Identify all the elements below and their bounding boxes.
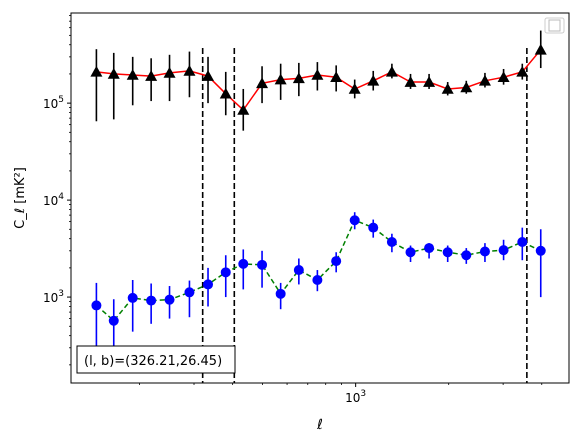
series-2-point [461, 250, 472, 261]
legend-box [544, 17, 565, 34]
series-1-point [256, 77, 269, 89]
y-tick-label: 104 [43, 192, 64, 208]
series-1-point [404, 76, 417, 87]
series-2-point [349, 215, 360, 226]
series-2-point [535, 245, 546, 256]
series-2-point [331, 256, 342, 267]
series-1-point [219, 87, 232, 99]
y-tick-label-exponent: 5 [58, 95, 64, 105]
x-tick-label-base: 10 [345, 391, 360, 405]
series-2-point [108, 315, 119, 326]
x-tick-label: 103 [345, 389, 366, 405]
plot-frame [70, 12, 570, 384]
series-1-point [237, 103, 250, 115]
x-axis: 103 [139, 383, 543, 405]
legend-handle [548, 19, 561, 32]
series-2-point [405, 247, 416, 258]
series-2-point [164, 294, 175, 305]
series-2-point [368, 222, 379, 233]
series-2-point [220, 267, 231, 278]
series-2-point [424, 243, 435, 254]
series-1-point [292, 72, 305, 84]
series-1-point [478, 74, 491, 86]
series-1-point [163, 66, 176, 78]
series-2-point [386, 236, 397, 247]
series-1-point [423, 76, 436, 87]
series-1-point [274, 73, 287, 85]
series-2-point [442, 247, 453, 258]
y-tick-label-exponent: 3 [58, 289, 64, 299]
series-1-point [126, 69, 139, 80]
series-2-point [203, 279, 214, 290]
series-2-point [479, 246, 490, 257]
series-2-point [184, 287, 195, 298]
series-1-point [441, 82, 454, 94]
series-2-point [312, 274, 323, 285]
series-layer [90, 30, 547, 361]
y-tick-label: 103 [43, 289, 64, 305]
y-tick-label-exponent: 4 [58, 192, 64, 202]
series-1-point [534, 43, 547, 55]
series-2-point [293, 265, 304, 276]
y-axis-label: C_ℓ [mK²] [13, 167, 28, 229]
series-1-point [367, 74, 380, 86]
series-2-point [498, 245, 509, 256]
series-2-point [146, 295, 157, 306]
annotation-text: (l, b)=(326.21,26.45) [84, 354, 222, 369]
series-1-point [311, 69, 324, 80]
series-2-point [91, 300, 102, 311]
series-1-point [460, 81, 473, 93]
series-2-point [127, 292, 138, 303]
series-1-point [348, 82, 361, 94]
reference-lines [201, 48, 528, 383]
series-2-point [238, 258, 249, 269]
x-tick-label-exponent: 3 [360, 389, 366, 399]
series-1-point [107, 67, 120, 79]
series-2-point [275, 288, 286, 299]
series-1-point [183, 64, 196, 76]
x-axis-label: ℓ [316, 417, 323, 433]
annotation-frame [76, 345, 236, 374]
legend [544, 17, 565, 34]
series-2-point [517, 236, 528, 247]
series-1-point [90, 65, 103, 77]
annotation-box: (l, b)=(326.21,26.45) [76, 345, 236, 374]
series-1-point [497, 71, 510, 83]
series-2-point [257, 259, 268, 270]
series-1-point [385, 65, 398, 77]
y-tick-label: 105 [43, 95, 64, 111]
y-tick-label-base: 10 [43, 97, 58, 111]
y-tick-label-base: 10 [43, 291, 58, 305]
series-1-point [330, 71, 343, 83]
y-tick-label-base: 10 [43, 194, 58, 208]
series-1-point [145, 70, 158, 81]
series-1-point [516, 65, 529, 77]
series-1-point [202, 70, 215, 81]
